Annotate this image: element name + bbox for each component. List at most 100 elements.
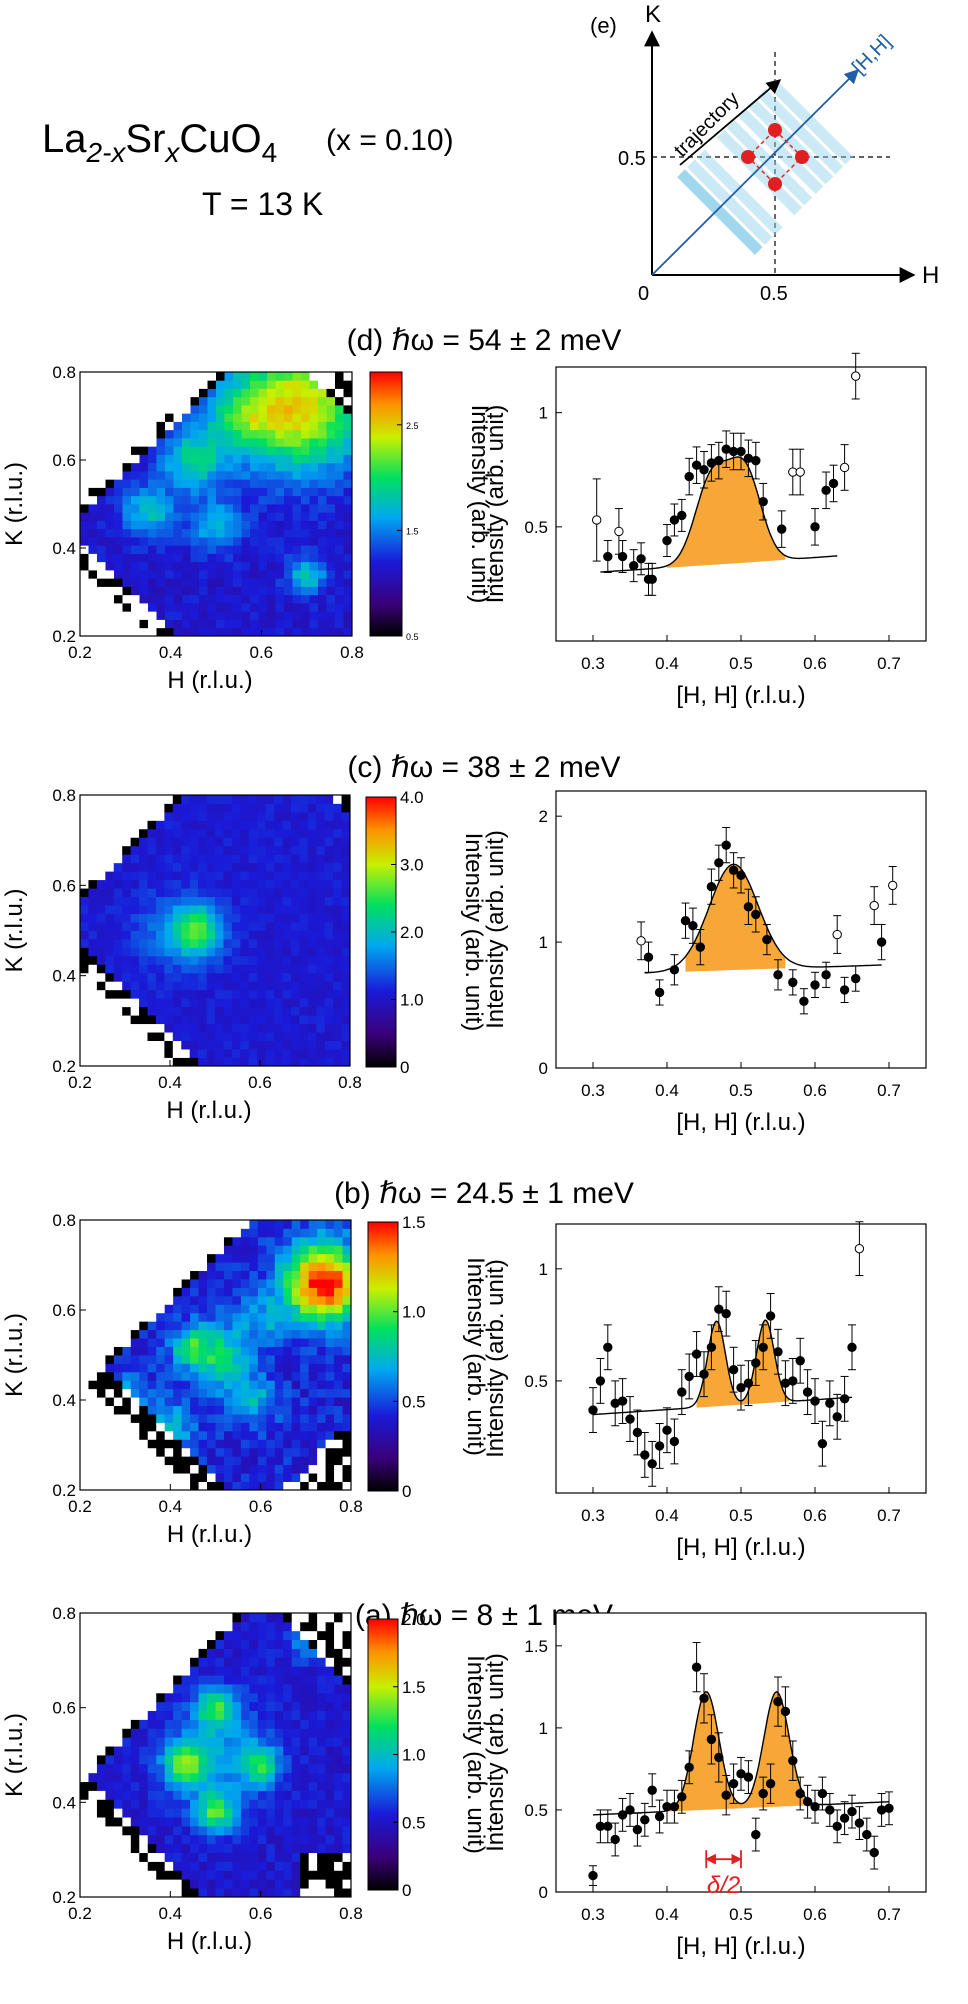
heatmap-cell [258, 586, 268, 596]
data-point-open [592, 515, 602, 525]
heatmap-cell [257, 1675, 267, 1685]
heatmap-cell [249, 1852, 259, 1862]
heatmap-cell [181, 947, 191, 957]
heatmap-cell [164, 1456, 174, 1466]
heatmap-cell [334, 1363, 343, 1373]
heatmap-cell [130, 845, 140, 855]
heatmap-cell [335, 429, 344, 439]
heatmap-cell [326, 429, 336, 439]
heatmap-cell [139, 553, 149, 563]
heatmap-cell [308, 1772, 318, 1783]
heatmap-cell [300, 1422, 310, 1432]
heatmap-cell [139, 429, 149, 439]
heatmap-cell [292, 528, 302, 538]
heatmap-cell [105, 1363, 115, 1373]
heatmap-cell [198, 989, 207, 999]
data-point [839, 1813, 850, 1823]
heatmap-cell [130, 1057, 140, 1067]
inset-stripe [677, 169, 763, 255]
heatmap-cell [258, 495, 268, 505]
heatmap-cell [291, 1763, 301, 1774]
heatmap-cell [80, 1852, 89, 1862]
heatmap-cell [130, 1879, 140, 1889]
heatmap-cell [325, 1397, 335, 1407]
heatmap-cell [164, 1270, 174, 1280]
heatmap-cell [265, 871, 275, 881]
heatmap-cell [240, 1834, 250, 1845]
heatmap-cell [265, 828, 275, 838]
heatmap-cell [299, 871, 309, 881]
heatmap-cell [164, 1710, 174, 1720]
heatmap-cell [241, 528, 251, 538]
heatmap-cell [139, 1220, 149, 1229]
heatmap-cell [274, 854, 283, 864]
heatmap-cell [156, 570, 166, 579]
heatmap-cell [274, 1817, 284, 1827]
heatmap-cell [80, 1710, 89, 1720]
heatmap-cell [335, 446, 344, 455]
heatmap-cell [275, 627, 285, 637]
heatmap-cell [335, 372, 344, 381]
heatmap-cell [122, 1870, 132, 1880]
heatmap-cell [130, 1371, 140, 1381]
heatmap-cell [299, 905, 309, 914]
heatmap-cell [274, 1781, 284, 1791]
heatmap-cell [96, 1262, 106, 1272]
heatmap-cell [317, 1648, 326, 1658]
heatmap-cell [173, 413, 183, 422]
heatmap-cell [341, 871, 351, 881]
heatmap-cell [131, 528, 140, 538]
heatmap-cell [156, 1262, 166, 1272]
heatmap-cell [122, 594, 132, 604]
heatmap-cell [80, 388, 89, 398]
heatmap-cell [207, 1834, 216, 1845]
heatmap-cell [231, 811, 241, 821]
heatmap-cell [301, 462, 310, 472]
heatmap-cell [316, 930, 326, 940]
heatmap-cell [325, 1287, 335, 1297]
heatmap-cell [88, 1781, 98, 1791]
heatmap-cell [122, 1657, 132, 1667]
heatmap-cell [274, 1371, 284, 1381]
heatmap-cell [257, 1220, 267, 1229]
heatmap-cell [139, 1746, 149, 1756]
heatmap-cell [207, 1684, 216, 1694]
heatmap-cell [207, 1245, 216, 1255]
heatmap-cell [122, 1613, 132, 1623]
heatmap-cell [199, 619, 208, 629]
heatmap-cell [292, 586, 302, 596]
heatmap-cell [282, 972, 292, 982]
heatmap-cell [250, 578, 259, 587]
heatmap-cell [240, 1253, 250, 1263]
heatmap-cell [206, 795, 216, 804]
heatmap-cell [257, 1057, 267, 1067]
heatmap-cell [240, 938, 250, 948]
heatmap-cell [325, 1808, 335, 1818]
heatmap-cell [241, 545, 251, 554]
heatmap-cell [207, 1799, 216, 1809]
heatmap-cell [122, 1808, 132, 1818]
heatmap-cell [206, 913, 216, 923]
heatmap-cell [284, 413, 293, 422]
heatmap-cell [165, 421, 174, 431]
heatmap-cell [257, 896, 267, 906]
heatmap-cell [266, 1346, 276, 1356]
heatmap-cell [105, 1710, 115, 1720]
heatmap-cell [267, 429, 276, 439]
heatmap-cell [148, 479, 157, 488]
heatmap-cell [250, 487, 259, 497]
heatmap-cell [266, 1338, 276, 1347]
heatmap-cell [343, 570, 353, 579]
heatmap-cell [96, 1380, 106, 1390]
heatmap-cell [172, 922, 182, 931]
heatmap-cell [189, 1032, 199, 1041]
heatmap-cell [190, 372, 200, 381]
heatmap-cell [130, 1253, 140, 1263]
heatmap-cell [250, 619, 259, 629]
heatmap-cell [215, 1675, 225, 1685]
heatmap-cell [233, 611, 242, 620]
heatmap-cell [96, 1295, 106, 1305]
heatmap-cell [325, 1657, 335, 1667]
heatmap-cell [316, 862, 326, 872]
